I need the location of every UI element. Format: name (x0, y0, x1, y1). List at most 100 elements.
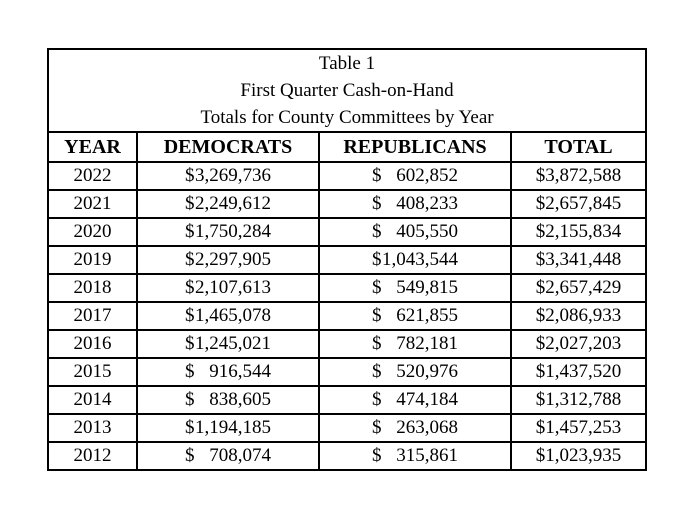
table-title: Table 1 First Quarter Cash-on-Hand Total… (46, 48, 648, 133)
amount-value: 1,023,935 (545, 445, 622, 466)
dollar-sign: $ (185, 305, 195, 326)
total-cell: $2,027,203 (509, 329, 648, 359)
dollar-sign: $ (372, 193, 382, 214)
total-cell: $3,341,448 (509, 245, 648, 275)
dollar-sign: $ (535, 249, 546, 270)
dollar-sign: $ (185, 193, 195, 214)
republicans-cell: $408,233 (318, 189, 512, 219)
dollar-sign: $ (372, 277, 382, 298)
republicans-cell: $474,184 (318, 385, 512, 415)
amount-value: 621,855 (396, 305, 458, 326)
cash-on-hand-table: Table 1 First Quarter Cash-on-Hand Total… (46, 48, 648, 471)
column-header-democrats: DEMOCRATS (136, 131, 320, 163)
column-header-total: TOTAL (509, 131, 648, 163)
democrats-cell: $2,297,905 (136, 245, 320, 275)
money-amount: $474,184 (372, 389, 458, 411)
money-amount: $1,023,935 (536, 445, 622, 467)
republicans-cell: $1,043,544 (318, 245, 512, 275)
democrats-cell: $1,465,078 (136, 301, 320, 331)
year-cell: 2020 (47, 217, 138, 247)
amount-value: 2,155,834 (545, 221, 622, 242)
dollar-sign: $ (535, 333, 546, 354)
amount-value: 2,027,203 (545, 333, 622, 354)
year-cell: 2016 (47, 329, 138, 359)
year-cell: 2013 (47, 413, 138, 443)
amount-value: 315,861 (396, 445, 458, 466)
title-line-2: First Quarter Cash-on-Hand (240, 80, 454, 101)
amount-value: 1,457,253 (545, 417, 622, 438)
republicans-cell: $549,815 (318, 273, 512, 303)
table-row: 2016 $1,245,021 $782,181 $2,027,203 (47, 329, 648, 359)
money-amount: $263,068 (372, 417, 458, 439)
dollar-sign: $ (185, 249, 195, 270)
dollar-sign: $ (372, 249, 382, 270)
money-amount: $315,861 (372, 445, 458, 467)
table-row: 2015 $916,544 $520,976 $1,437,520 (47, 357, 648, 387)
table-row: 2020 $1,750,284 $405,550 $2,155,834 (47, 217, 648, 247)
dollar-sign: $ (372, 221, 382, 242)
dollar-sign: $ (372, 445, 382, 466)
amount-value: 3,872,588 (545, 165, 622, 186)
amount-value: 708,074 (209, 445, 271, 466)
amount-value: 916,544 (209, 361, 271, 382)
year-cell: 2017 (47, 301, 138, 331)
money-amount: $2,027,203 (536, 333, 622, 355)
table-row: 2018 $2,107,613 $549,815 $2,657,429 (47, 273, 648, 303)
total-cell: $2,657,845 (509, 189, 648, 219)
dollar-sign: $ (535, 221, 546, 242)
dollar-sign: $ (535, 277, 546, 298)
dollar-sign: $ (372, 361, 382, 382)
money-amount: $3,269,736 (185, 165, 271, 187)
democrats-cell: $708,074 (136, 441, 320, 471)
money-amount: $602,852 (372, 165, 458, 187)
amount-value: 405,550 (396, 221, 458, 242)
dollar-sign: $ (535, 193, 546, 214)
money-amount: $3,341,448 (536, 249, 622, 271)
dollar-sign: $ (535, 389, 546, 410)
democrats-cell: $1,750,284 (136, 217, 320, 247)
year-cell: 2014 (47, 385, 138, 415)
republicans-cell: $315,861 (318, 441, 512, 471)
money-amount: $2,155,834 (536, 221, 622, 243)
dollar-sign: $ (185, 333, 195, 354)
democrats-cell: $1,245,021 (136, 329, 320, 359)
dollar-sign: $ (535, 417, 546, 438)
total-cell: $1,312,788 (509, 385, 648, 415)
total-cell: $2,657,429 (509, 273, 648, 303)
amount-value: 1,194,185 (195, 417, 271, 438)
amount-value: 1,245,021 (195, 333, 271, 354)
amount-value: 1,437,520 (545, 361, 622, 382)
table-row: 2013 $1,194,185 $263,068 $1,457,253 (47, 413, 648, 443)
dollar-sign: $ (185, 361, 195, 382)
money-amount: $3,872,588 (536, 165, 622, 187)
republicans-cell: $782,181 (318, 329, 512, 359)
total-cell: $2,155,834 (509, 217, 648, 247)
dollar-sign: $ (185, 277, 195, 298)
money-amount: $708,074 (185, 445, 271, 467)
money-amount: $1,457,253 (536, 417, 622, 439)
title-row: Table 1 First Quarter Cash-on-Hand Total… (46, 48, 648, 133)
money-amount: $2,297,905 (185, 249, 271, 271)
dollar-sign: $ (372, 165, 382, 186)
money-amount: $1,465,078 (185, 305, 271, 327)
money-amount: $2,657,429 (536, 277, 622, 299)
money-amount: $1,043,544 (372, 249, 458, 271)
republicans-cell: $621,855 (318, 301, 512, 331)
amount-value: 1,465,078 (195, 305, 271, 326)
democrats-cell: $2,107,613 (136, 273, 320, 303)
dollar-sign: $ (535, 361, 546, 382)
dollar-sign: $ (372, 305, 382, 326)
amount-value: 2,297,905 (195, 249, 271, 270)
amount-value: 838,605 (209, 389, 271, 410)
total-cell: $2,086,933 (509, 301, 648, 331)
amount-value: 2,249,612 (195, 193, 271, 214)
column-header-republicans: REPUBLICANS (318, 131, 512, 163)
money-amount: $1,245,021 (185, 333, 271, 355)
year-cell: 2019 (47, 245, 138, 275)
republicans-cell: $263,068 (318, 413, 512, 443)
democrats-cell: $1,194,185 (136, 413, 320, 443)
table-row: 2022 $3,269,736 $602,852 $3,872,588 (47, 161, 648, 191)
money-amount: $549,815 (372, 277, 458, 299)
money-amount: $2,657,845 (536, 193, 622, 215)
money-amount: $621,855 (372, 305, 458, 327)
